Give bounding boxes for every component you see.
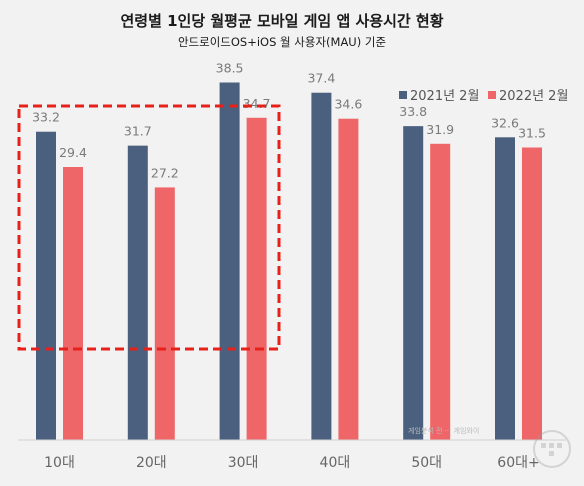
watermark-logo [533,430,571,468]
chart-subtitle: 안드로이드OS+iOS 월 사용자(MAU) 기준 [178,35,386,49]
legend-swatch-2021 [399,91,407,99]
bar-60대+-2022년 2월 [522,147,542,440]
bar-10대-2022년 2월 [63,167,83,440]
value-label-30대-2021년 2월: 38.5 [216,61,244,76]
bar-20대-2022년 2월 [154,187,175,440]
bar-50대-2022년 2월 [430,143,451,441]
bar-40대-2022년 2월 [338,118,359,440]
legend-swatch-2022 [488,91,496,99]
value-labels: 33.2 29.4 31.7 27.2 38.5 34.7 37.4 34.6 33.8 31.9… [32,61,546,181]
bar-20대-2021년 2월 [127,145,148,440]
bar-30대-2022년 2월 [246,117,267,441]
value-label-10대-2021년 2월: 33.2 [32,110,60,125]
value-label-40대-2021년 2월: 37.4 [307,71,335,86]
x-tick-labels: 10대 20대 30대 40대 50대 60대+ [44,455,540,471]
x-tick-label-50대: 50대 [411,455,442,471]
x-tick-label-30대: 30대 [228,455,259,471]
x-tick-label-10대: 10대 [44,455,75,471]
legend-label-2022: 2022년 2월 [499,89,568,104]
bar-40대-2021년 2월 [311,92,332,440]
value-label-20대-2022년 2월: 27.2 [151,165,179,180]
bar-60대+-2021년 2월 [495,137,515,441]
watermark-text: 게임분석 전 ··· 게임와이 [408,426,479,435]
value-label-40대-2022년 2월: 34.6 [334,97,362,112]
x-tick-label-40대: 40대 [320,455,351,471]
value-label-50대-2021년 2월: 33.8 [399,104,427,119]
value-label-60대+-2021년 2월: 32.6 [491,115,519,130]
value-label-10대-2022년 2월: 29.4 [59,145,87,160]
value-label-20대-2021년 2월: 31.7 [124,124,152,139]
value-label-50대-2022년 2월: 31.9 [426,122,454,137]
x-tick-label-20대: 20대 [136,455,167,471]
bar-50대-2021년 2월 [403,126,424,441]
x-tick-label-60대+: 60대+ [497,455,539,471]
value-label-30대-2022년 2월: 34.7 [243,96,271,111]
bars [36,82,542,441]
highlight-box [17,104,281,351]
value-label-60대+-2022년 2월: 31.5 [518,126,546,141]
legend: 2021년 2월 2022년 2월 [399,89,568,104]
chart-title: 연령별 1인당 월평균 모바일 게임 앱 사용시간 현황 [121,12,444,30]
bar-10대-2021년 2월 [36,131,56,440]
bar-30대-2021년 2월 [219,82,240,440]
legend-label-2021: 2021년 2월 [410,89,479,104]
